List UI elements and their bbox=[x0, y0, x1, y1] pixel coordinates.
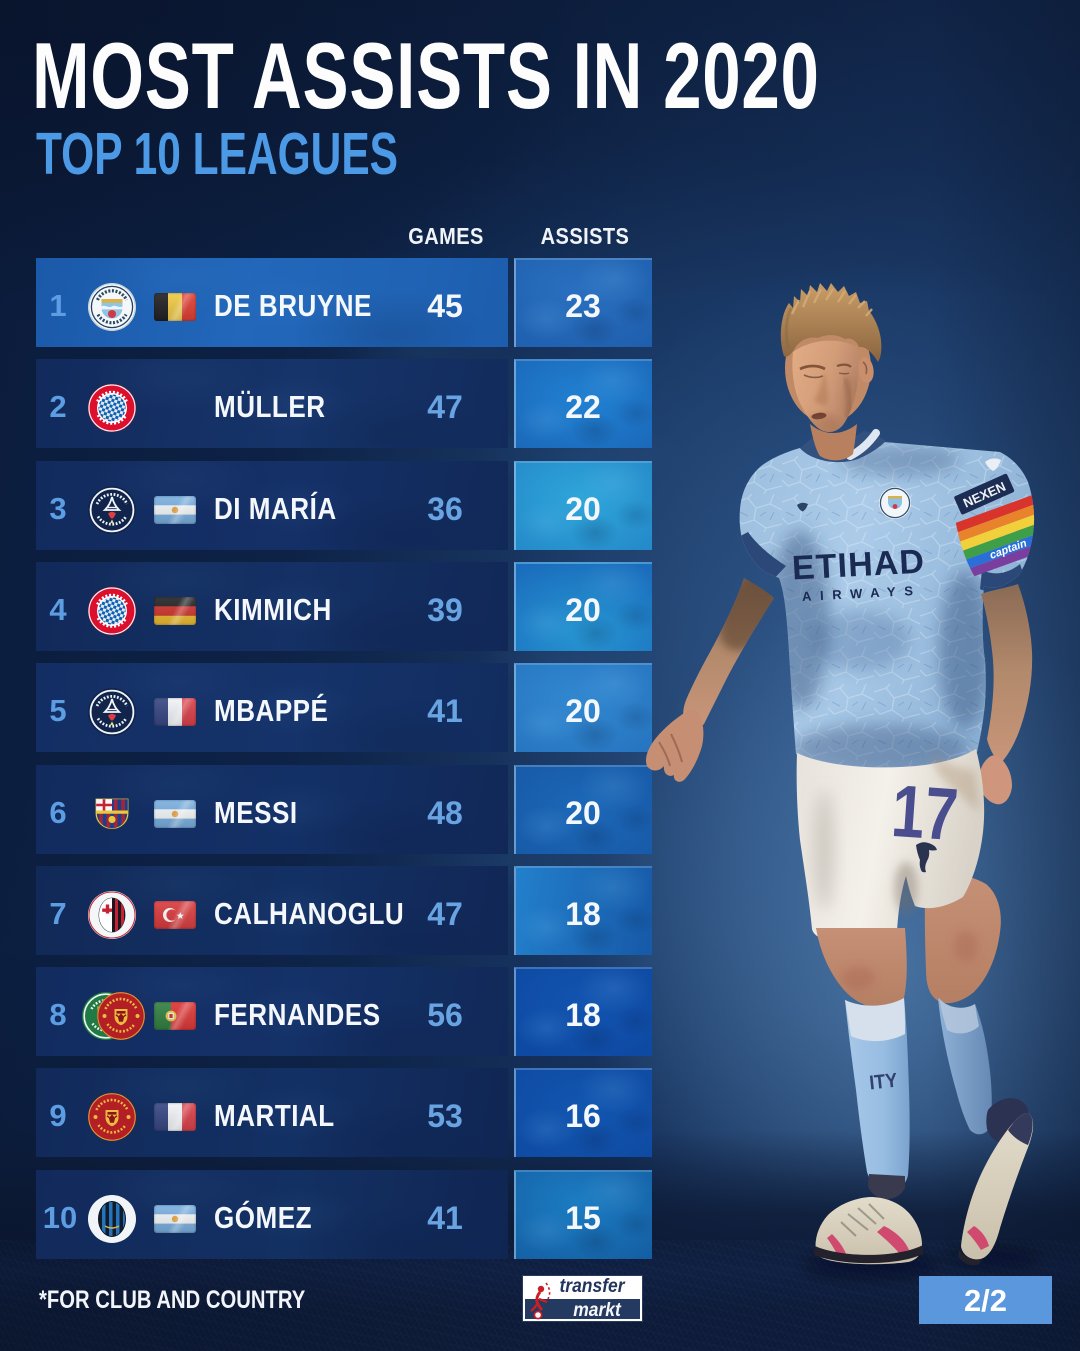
svg-text:ITY: ITY bbox=[868, 1070, 898, 1095]
svg-text:ETIHAD: ETIHAD bbox=[791, 543, 925, 588]
